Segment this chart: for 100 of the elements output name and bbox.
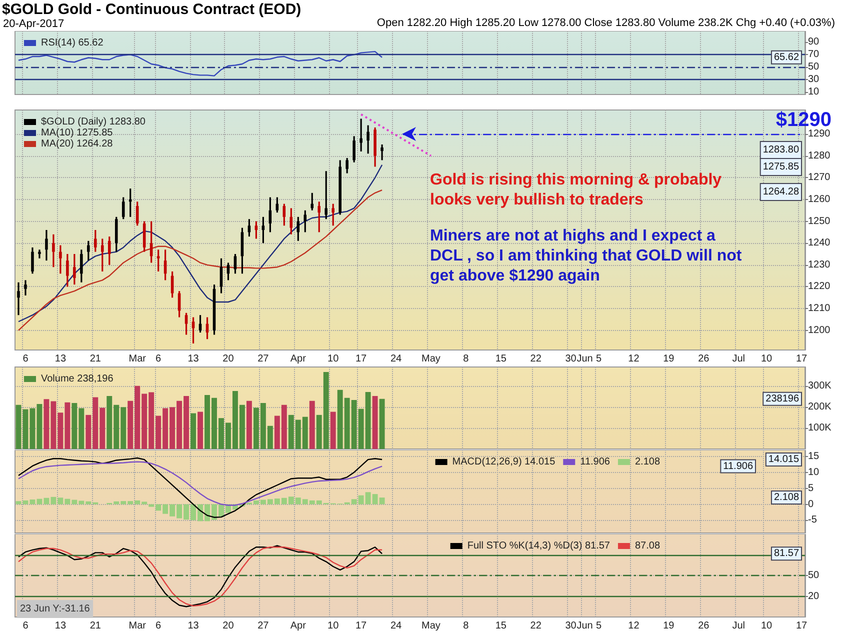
y-tick-label: 30 bbox=[808, 74, 820, 86]
candlestick bbox=[324, 170, 328, 220]
chart-title: $GOLD Gold - Continuous Contract (EOD) bbox=[2, 1, 302, 18]
x-tick-label: 24 bbox=[390, 354, 402, 364]
y-tick-label: 1240 bbox=[808, 238, 831, 249]
candlestick bbox=[80, 248, 83, 284]
y-tick-label: 15 bbox=[808, 450, 820, 462]
legend-label: $GOLD (Daily) 1283.80 bbox=[41, 116, 146, 128]
candlestick bbox=[108, 236, 111, 266]
y-tick-label: 1280 bbox=[808, 150, 831, 162]
y-tick-label: 1230 bbox=[808, 259, 831, 270]
y-tick-label: 1290 bbox=[808, 128, 831, 140]
x-tick-label: 10 bbox=[760, 354, 773, 364]
bar bbox=[309, 400, 315, 449]
candlestick bbox=[128, 188, 132, 218]
legend-label: MA(20) 1264.28 bbox=[41, 138, 114, 150]
x-tick-label: 6 bbox=[156, 354, 162, 364]
annotation: 81.57 bbox=[774, 548, 800, 560]
bar bbox=[198, 412, 203, 449]
y-tick-label: 10 bbox=[808, 86, 820, 98]
text: Open 1282.20 High 1285.20 Low 1278.00 Close 1283.80 Volume 238.2K Chg +0.40 (+0.03%) bbox=[376, 17, 835, 29]
y-tick-label: 20 bbox=[808, 590, 820, 602]
y-tick-label: 5 bbox=[808, 482, 814, 494]
line-series bbox=[18, 190, 383, 331]
line-series bbox=[18, 457, 383, 518]
x-tick-label: 5 bbox=[596, 354, 602, 364]
legend-label: 87.08 bbox=[634, 540, 660, 552]
candlestick bbox=[304, 210, 307, 233]
y-tick-label: 90 bbox=[808, 36, 820, 48]
legend-label: Full STO %K(14,3) %D(3) 81.57 bbox=[467, 540, 610, 552]
x-tick-label: 12 bbox=[628, 354, 640, 364]
annotation: 238196 bbox=[766, 393, 800, 404]
candlestick bbox=[156, 248, 160, 272]
x-tick-label: 17 bbox=[356, 354, 368, 364]
x-tick-label: May bbox=[422, 354, 440, 364]
x-tick-label: 20 bbox=[222, 620, 234, 632]
y-tick-label: 10 bbox=[808, 466, 820, 478]
x-tick-label: 6 bbox=[22, 354, 29, 364]
x-tick-label: Jun bbox=[576, 620, 593, 632]
x-tick-label: 27 bbox=[258, 354, 270, 364]
y-tick-label: 1200 bbox=[808, 324, 831, 336]
x-tick-label: 30 bbox=[565, 354, 577, 364]
candlestick bbox=[52, 234, 55, 268]
line-series bbox=[18, 50, 383, 76]
bar bbox=[16, 501, 22, 504]
bar bbox=[246, 400, 252, 449]
candlestick bbox=[380, 144, 384, 161]
candlestick bbox=[31, 246, 34, 274]
x-tick-label: 27 bbox=[258, 620, 270, 632]
x-tick-label: 30 bbox=[565, 620, 577, 632]
annotation: 2.108 bbox=[774, 492, 800, 504]
x-tick-label: 22 bbox=[530, 354, 542, 364]
annotation: 11.906 bbox=[723, 460, 754, 472]
legend-label: 2.108 bbox=[634, 456, 660, 468]
y-tick-label: 1270 bbox=[808, 172, 831, 184]
x-tick-label: 24 bbox=[390, 620, 402, 632]
y-tick-label: 1250 bbox=[808, 216, 831, 227]
x-tick-label: 20 bbox=[222, 354, 234, 364]
x-tick-label: 13 bbox=[54, 620, 66, 632]
ref-line-label: $1290 bbox=[776, 109, 832, 131]
candlestick bbox=[240, 227, 244, 274]
candlestick bbox=[346, 157, 348, 174]
annotation: 1264.28 bbox=[762, 186, 800, 198]
legend-label: RSI(14) 65.62 bbox=[41, 38, 104, 48]
x-tick-label: 6 bbox=[22, 620, 29, 632]
candlestick bbox=[17, 282, 20, 316]
x-tick-label: Mar bbox=[128, 620, 147, 632]
x-tick-label: Apr bbox=[290, 620, 307, 632]
x-tick-label: 22 bbox=[530, 620, 542, 632]
y-tick-label: 200K bbox=[808, 401, 832, 412]
candlestick bbox=[234, 253, 237, 274]
candlestick bbox=[59, 244, 62, 274]
annotation: Gold is rising this morning & probably looks very bullish to traders bbox=[430, 172, 726, 208]
x-tick-label: 12 bbox=[628, 620, 640, 632]
annotation: 1275.85 bbox=[762, 162, 800, 172]
candlestick bbox=[66, 253, 69, 288]
legend-label: MA(10) 1275.85 bbox=[41, 128, 114, 138]
annotation: 1283.80 bbox=[762, 144, 800, 156]
candlestick bbox=[262, 216, 265, 244]
x-tick-label: 15 bbox=[495, 354, 507, 364]
x-tick-label: 13 bbox=[54, 354, 66, 364]
candlestick bbox=[142, 220, 146, 253]
bar bbox=[16, 404, 22, 449]
x-tick-label: May bbox=[422, 620, 440, 632]
x-tick-label: Apr bbox=[290, 354, 307, 364]
annotation: 23 Jun Y:-31.16 bbox=[20, 604, 90, 614]
y-tick-label: 1210 bbox=[808, 303, 831, 314]
x-tick-label: 21 bbox=[90, 620, 102, 632]
bar bbox=[372, 396, 378, 449]
candlestick bbox=[38, 248, 41, 260]
candlestick bbox=[352, 135, 356, 164]
candlestick bbox=[136, 200, 139, 226]
annotation: 65.62 bbox=[774, 52, 800, 63]
bar bbox=[379, 398, 385, 449]
legend-label: MACD(12,26,9) 14.015 bbox=[452, 456, 556, 468]
bar bbox=[22, 409, 28, 449]
candlestick bbox=[100, 238, 104, 272]
y-tick-label: 50 bbox=[808, 570, 820, 581]
y-tick-label: -5 bbox=[808, 514, 818, 526]
x-tick-label: 10 bbox=[328, 354, 340, 364]
